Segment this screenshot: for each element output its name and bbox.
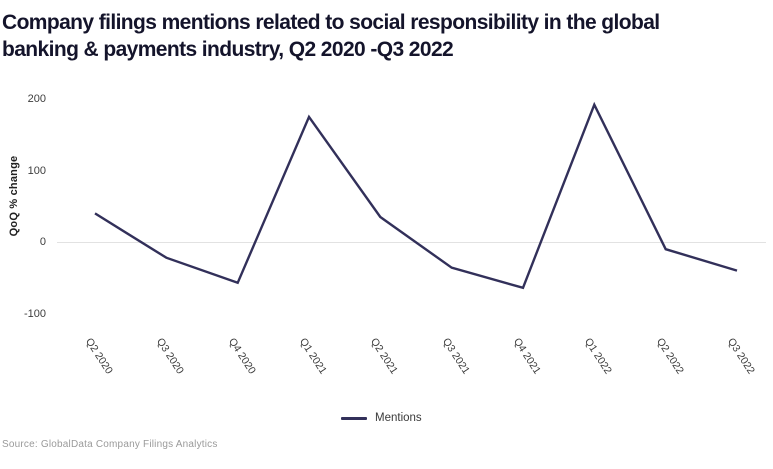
- y-tick-label: 0: [39, 236, 46, 248]
- x-tick-label: Q1 2022: [582, 336, 615, 377]
- x-tick-label: Q1 2021: [296, 336, 329, 377]
- y-tick-label: 200: [27, 93, 46, 105]
- x-tick-label: Q3 2022: [724, 336, 757, 377]
- chart-title-line2: banking & payments industry, Q2 2020 -Q3…: [2, 38, 454, 61]
- zero-gridline: [57, 242, 766, 243]
- y-tick-label: 100: [27, 164, 46, 177]
- chart-title-line1: Company filings mentions related to soci…: [2, 11, 660, 34]
- mentions-series-line: [94, 101, 738, 290]
- source-attribution: Source: GlobalData Company Filings Analy…: [2, 439, 218, 450]
- x-tick-label: Q2 2020: [82, 336, 115, 377]
- x-tick-label: Q2 2022: [653, 336, 686, 377]
- y-tick-label: -100: [23, 307, 46, 320]
- legend: Mentions: [341, 412, 422, 424]
- legend-label: Mentions: [375, 412, 422, 424]
- chart-title: Company filings mentions related to soci…: [2, 9, 773, 63]
- x-tick-label: Q4 2020: [225, 336, 258, 377]
- x-tick-label: Q3 2021: [439, 336, 472, 377]
- x-tick-label: Q4 2021: [510, 336, 543, 377]
- x-tick-label: Q3 2020: [154, 336, 187, 377]
- x-tick-label: Q2 2021: [368, 336, 401, 377]
- line-swatch-icon: [341, 416, 367, 420]
